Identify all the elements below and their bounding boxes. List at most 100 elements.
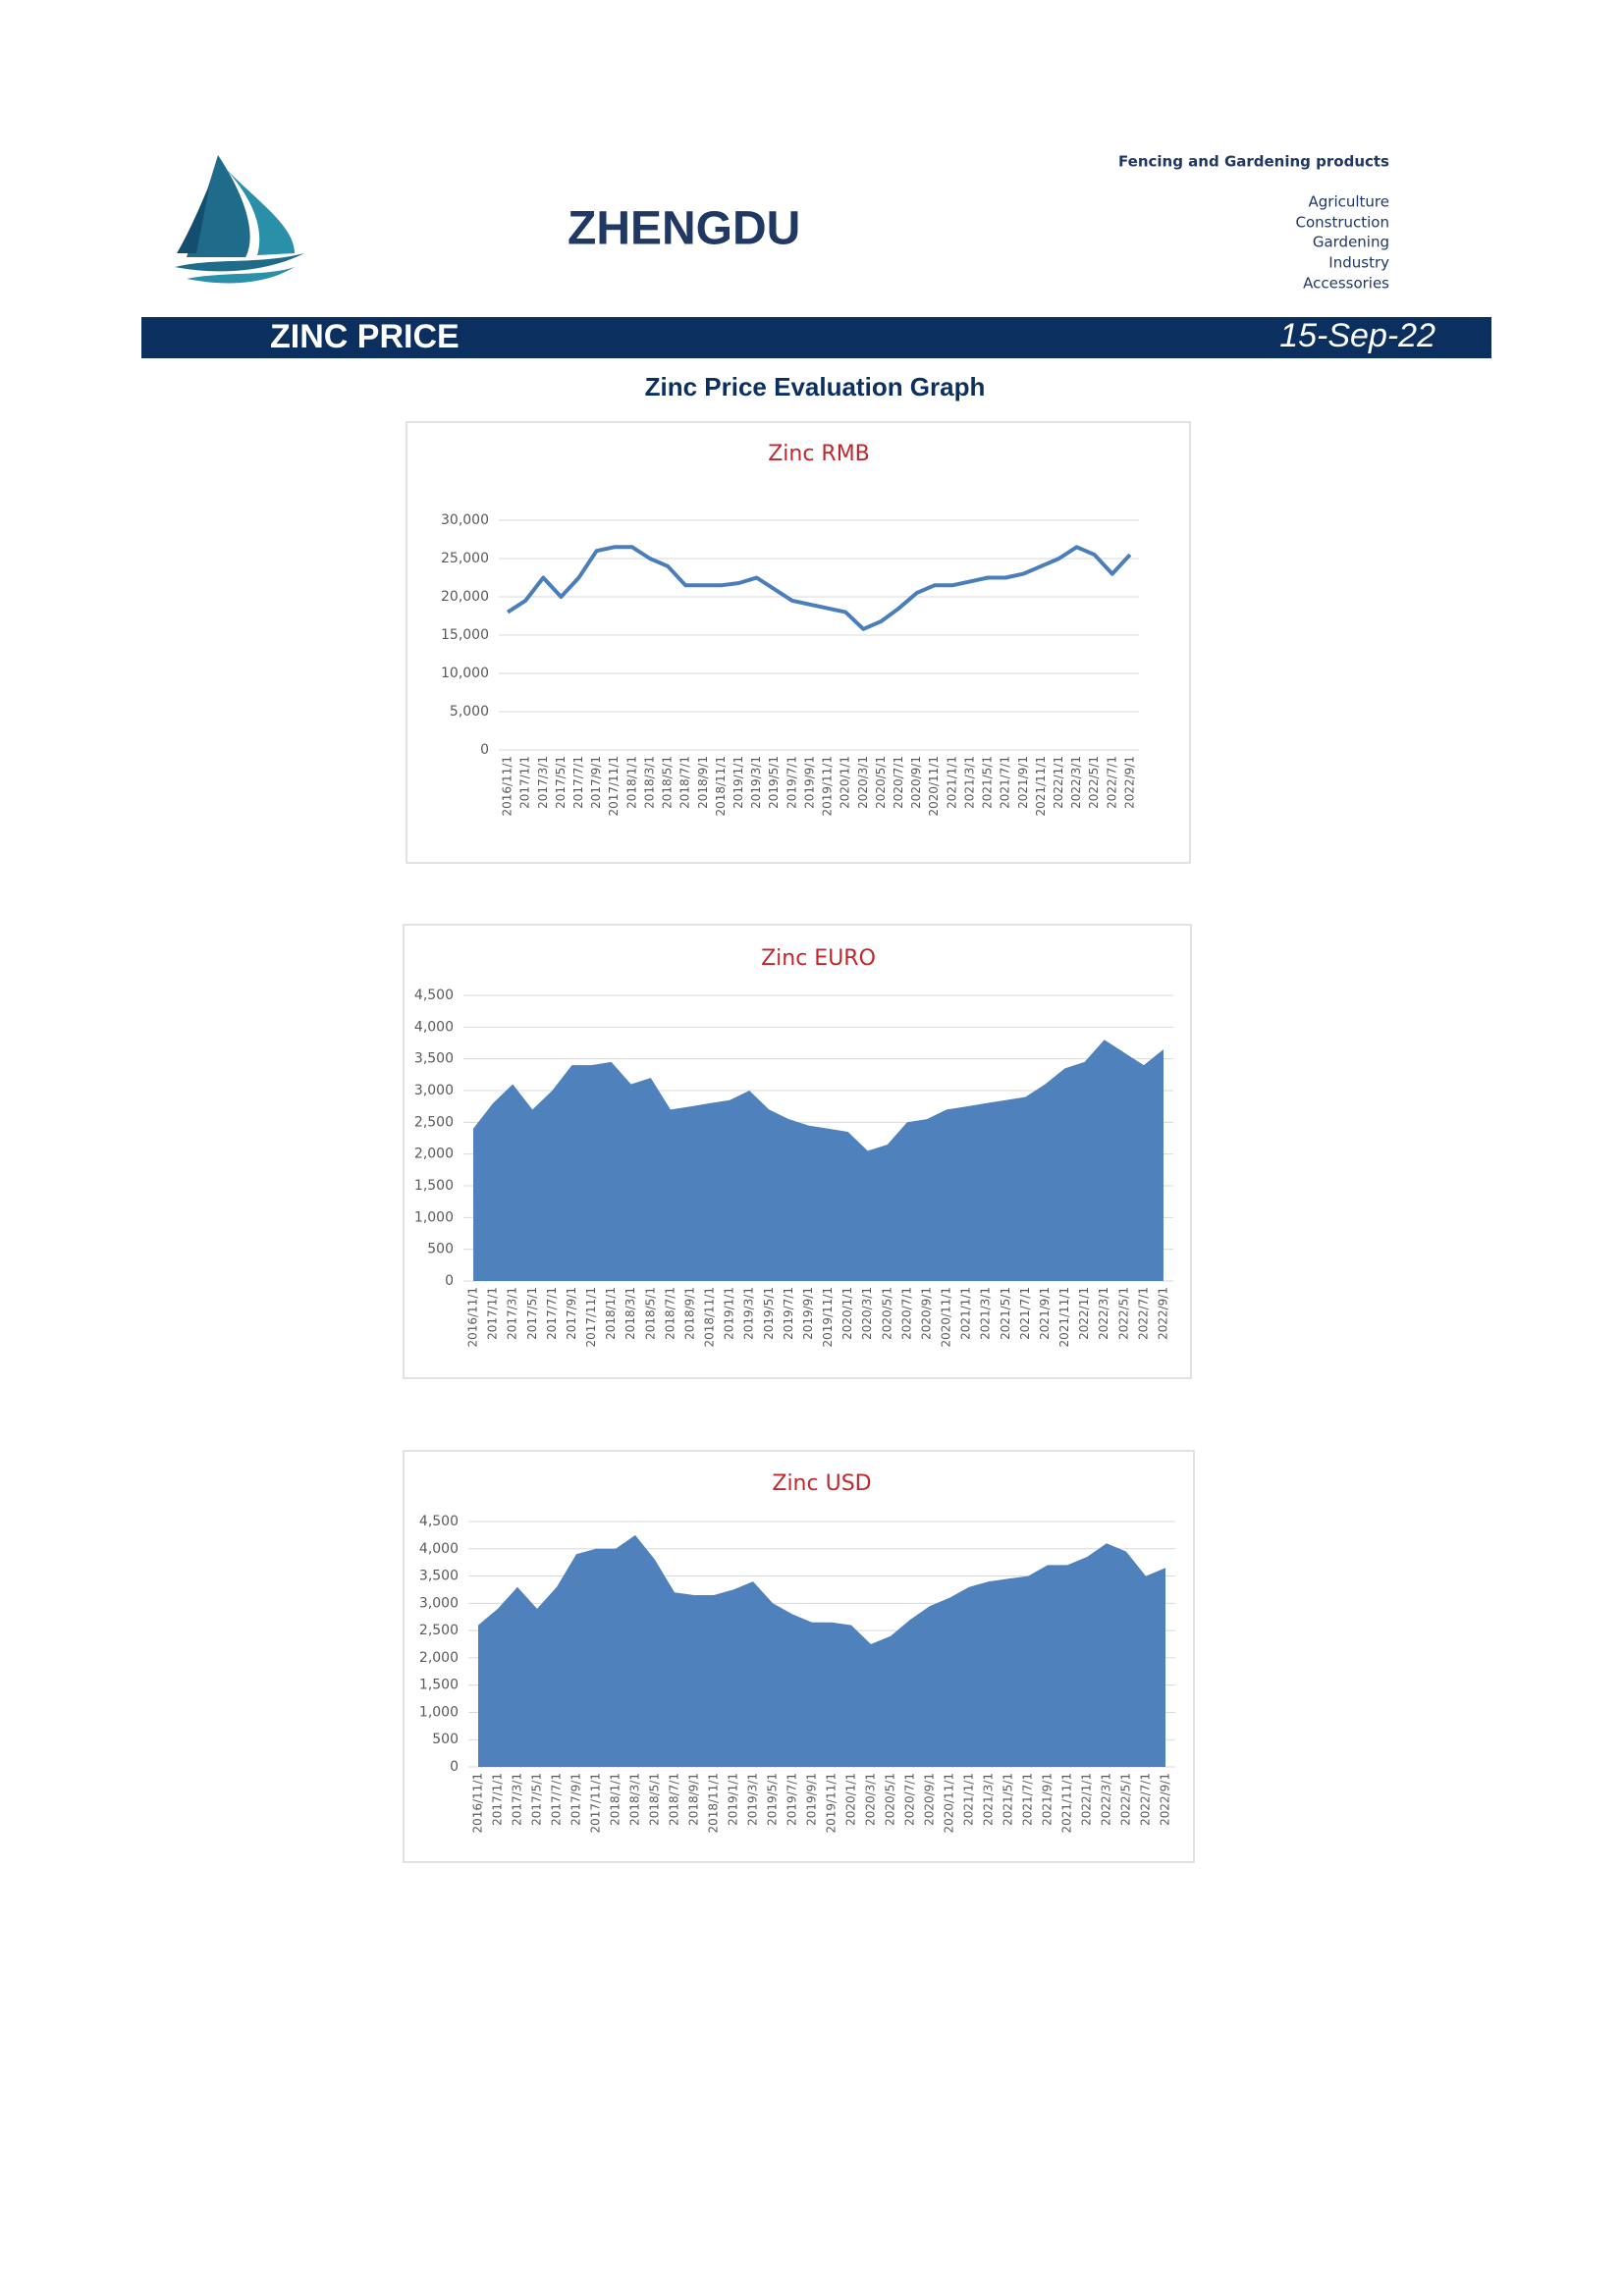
y-tick-label: 1,500: [414, 1178, 454, 1194]
x-tick-label: 2021/7/1: [1018, 1287, 1032, 1340]
x-tick-label: 2020/11/1: [940, 1287, 953, 1348]
section-title: Zinc Price Evaluation Graph: [645, 372, 986, 401]
x-tick-label: 2022/9/1: [1122, 756, 1136, 809]
chart-title: Zinc USD: [772, 1471, 871, 1496]
x-tick-label: 2018/11/1: [714, 756, 728, 817]
x-tick-label: 2016/11/1: [471, 1773, 485, 1834]
y-tick-label: 1,500: [419, 1678, 459, 1693]
y-tick-label: 1,000: [414, 1209, 454, 1225]
x-tick-label: 2019/9/1: [802, 756, 816, 809]
x-tick-label: 2019/7/1: [785, 756, 798, 809]
y-tick-label: 3,500: [419, 1569, 459, 1584]
x-tick-label: 2018/7/1: [678, 756, 692, 809]
brand: ZHENGDU: [568, 203, 800, 255]
x-tick-label: 2021/5/1: [999, 1287, 1012, 1340]
x-tick-label: 2022/3/1: [1100, 1773, 1113, 1826]
x-tick-label: 2020/3/1: [856, 756, 870, 809]
y-tick-label: 500: [432, 1732, 459, 1747]
chart-title: Zinc EURO: [761, 946, 876, 971]
x-tick-label: 2017/5/1: [554, 756, 568, 809]
x-tick-label: 2018/9/1: [696, 756, 710, 809]
chart-frame: [406, 421, 1191, 864]
x-tick-label: 2022/1/1: [1077, 1287, 1091, 1340]
x-tick-label: 2018/9/1: [682, 1287, 696, 1340]
x-tick-label: 2022/7/1: [1139, 1773, 1153, 1826]
x-tick-label: 2018/7/1: [668, 1773, 681, 1826]
x-tick-label: 2017/9/1: [565, 1287, 578, 1340]
y-tick-label: 30,000: [441, 512, 489, 528]
y-tick-label: 2,000: [419, 1650, 459, 1666]
x-tick-label: 2022/1/1: [1052, 756, 1065, 809]
x-tick-label: 2017/1/1: [491, 1773, 505, 1826]
x-tick-label: 2017/1/1: [518, 756, 532, 809]
x-tick-label: 2021/5/1: [981, 756, 995, 809]
chart-title: Zinc RMB: [768, 442, 870, 466]
x-tick-label: 2019/7/1: [782, 1287, 795, 1340]
x-tick-label: 2019/9/1: [801, 1287, 815, 1340]
x-tick-label: 2020/1/1: [840, 1287, 854, 1340]
x-tick-label: 2018/11/1: [707, 1773, 721, 1834]
x-tick-label: 2018/3/1: [623, 1287, 637, 1340]
x-tick-label: 2017/3/1: [511, 1773, 524, 1826]
x-tick-label: 2022/3/1: [1097, 1287, 1110, 1340]
y-tick-label: 4,500: [419, 1514, 459, 1529]
x-tick-label: 2019/11/1: [825, 1773, 839, 1834]
y-tick-label: 4,000: [419, 1541, 459, 1557]
sector: Agriculture: [1309, 193, 1390, 211]
x-tick-label: 2020/5/1: [880, 1287, 893, 1340]
x-tick-label: 2018/5/1: [661, 756, 675, 809]
x-tick-label: 2019/11/1: [821, 1287, 835, 1348]
x-tick-label: 2021/1/1: [962, 1773, 976, 1826]
x-tick-label: 2020/3/1: [864, 1773, 878, 1826]
x-tick-label: 2020/9/1: [919, 1287, 933, 1340]
y-tick-label: 2,500: [414, 1114, 454, 1130]
x-tick-label: 2021/9/1: [1041, 1773, 1055, 1826]
x-tick-label: 2017/11/1: [584, 1287, 598, 1348]
x-tick-label: 2019/1/1: [727, 1773, 740, 1826]
x-tick-label: 2020/11/1: [927, 756, 941, 817]
x-tick-label: 2018/3/1: [628, 1773, 642, 1826]
x-tick-label: 2019/7/1: [785, 1773, 799, 1826]
y-tick-label: 1,000: [419, 1704, 459, 1720]
x-tick-label: 2021/5/1: [1001, 1773, 1015, 1826]
banner-date: 15-Sep-22: [1279, 317, 1435, 354]
x-tick-label: 2017/7/1: [550, 1773, 564, 1826]
x-tick-label: 2022/9/1: [1156, 1287, 1169, 1340]
x-tick-label: 2022/3/1: [1069, 756, 1083, 809]
x-tick-label: 2017/11/1: [607, 756, 621, 817]
x-tick-label: 2021/7/1: [999, 756, 1012, 809]
x-tick-label: 2020/7/1: [892, 756, 905, 809]
x-tick-label: 2020/7/1: [899, 1287, 913, 1340]
x-tick-label: 2019/3/1: [742, 1287, 756, 1340]
sector: Industry: [1328, 254, 1389, 272]
x-tick-label: 2018/5/1: [648, 1773, 662, 1826]
x-tick-label: 2020/9/1: [923, 1773, 937, 1826]
x-tick-label: 2019/5/1: [766, 1773, 780, 1826]
y-tick-label: 500: [427, 1242, 454, 1257]
x-tick-label: 2019/3/1: [746, 1773, 760, 1826]
y-tick-label: 2,500: [419, 1623, 459, 1638]
x-tick-label: 2016/11/1: [501, 756, 514, 817]
x-tick-label: 2017/5/1: [530, 1773, 544, 1826]
x-tick-label: 2021/3/1: [979, 1287, 993, 1340]
x-tick-label: 2018/1/1: [624, 756, 638, 809]
x-tick-label: 2019/3/1: [749, 756, 763, 809]
x-tick-label: 2020/1/1: [839, 756, 852, 809]
x-tick-label: 2017/1/1: [486, 1287, 500, 1340]
y-tick-label: 3,000: [414, 1083, 454, 1098]
x-tick-label: 2018/1/1: [604, 1287, 618, 1340]
x-tick-label: 2021/11/1: [1057, 1287, 1071, 1348]
y-tick-label: 4,500: [414, 988, 454, 1003]
y-tick-label: 3,000: [419, 1595, 459, 1611]
line: [507, 545, 1132, 631]
sector: Construction: [1295, 214, 1389, 232]
x-tick-label: 2021/9/1: [1016, 756, 1030, 809]
x-tick-label: 2021/11/1: [1034, 756, 1048, 817]
banner: [141, 317, 1491, 358]
x-tick-label: 2022/7/1: [1105, 756, 1118, 809]
x-tick-label: 2021/7/1: [1021, 1773, 1035, 1826]
y-tick-label: 5,000: [450, 704, 489, 720]
x-tick-label: 2020/3/1: [860, 1287, 874, 1340]
